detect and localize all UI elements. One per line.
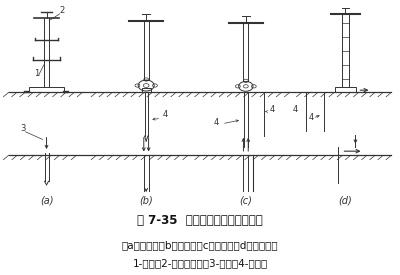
Text: （a）准备；（b）插设；（c）上拔；（d）切断移动: （a）准备；（b）插设；（c）上拔；（d）切断移动 — [122, 240, 278, 250]
Text: (a): (a) — [40, 195, 53, 205]
Text: 4: 4 — [293, 104, 298, 114]
Text: (b): (b) — [139, 195, 153, 205]
Bar — [142, 88, 150, 92]
Bar — [334, 87, 356, 92]
Text: 4: 4 — [309, 113, 314, 122]
Text: 4: 4 — [162, 110, 167, 119]
Text: (c): (c) — [240, 195, 252, 205]
Text: 1: 1 — [34, 69, 39, 78]
Text: 4: 4 — [213, 118, 218, 127]
Bar — [28, 87, 64, 92]
Text: 3: 3 — [20, 124, 25, 133]
Text: 4: 4 — [270, 104, 275, 114]
Text: (d): (d) — [339, 195, 352, 205]
Text: 2: 2 — [60, 6, 65, 15]
Text: 图 7-35  塑料排水带插带工艺流程: 图 7-35 塑料排水带插带工艺流程 — [137, 214, 263, 227]
Text: 1-套杆；2-塑料带卷筒；3-钢靴；4-塑料带: 1-套杆；2-塑料带卷筒；3-钢靴；4-塑料带 — [132, 258, 268, 268]
